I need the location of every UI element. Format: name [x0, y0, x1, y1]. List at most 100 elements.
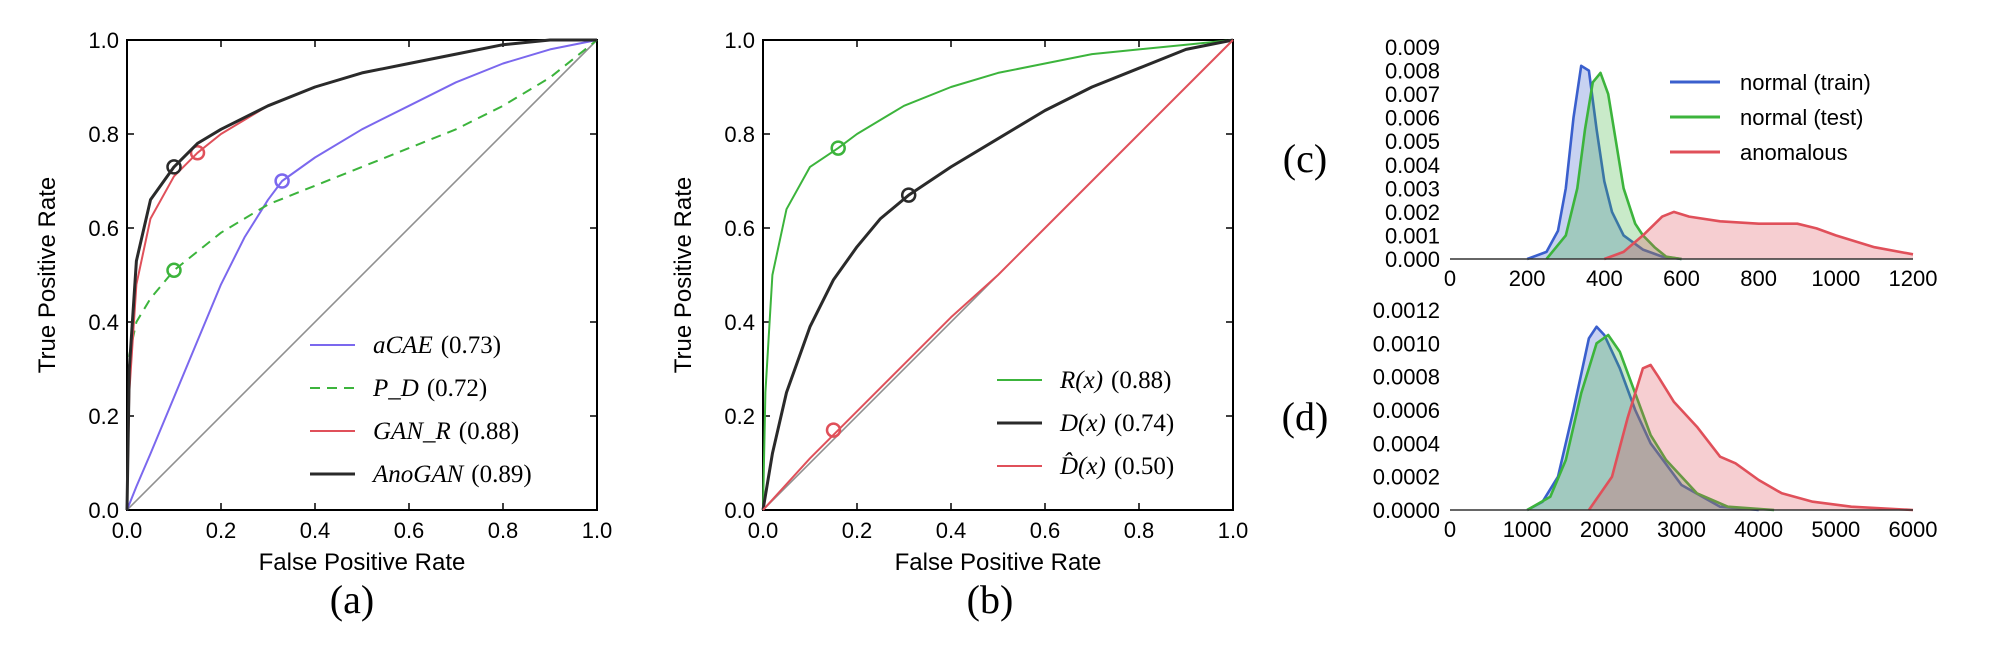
x-tick-label: 0.2 [842, 518, 873, 543]
panel-label: (b) [967, 577, 1014, 622]
y-tick-label: 0.8 [724, 122, 755, 147]
panel-a-roc-chart: 0.0 0.2 0.4 0.6 0.8 1.0 0.0 0.2 0.4 0.6 0.8 1.0 Fals… [34, 28, 612, 622]
density-line-2 [1603, 210, 1914, 261]
series-line-0 [762, 39, 1234, 511]
y-tick-label: 0.0012 [1373, 298, 1440, 323]
density-area-1 [1527, 335, 1775, 510]
x-axis-label: False Positive Rate [895, 549, 1102, 576]
y-tick-label: 0.6 [724, 216, 755, 241]
legend-score: (0.50) [1114, 453, 1174, 480]
x-tick-label: 800 [1740, 266, 1777, 291]
legend-score: (0.88) [459, 418, 519, 445]
y-axis-label: True Positive Rate [670, 177, 697, 374]
series-line-1 [126, 39, 598, 511]
density-line-1 [1545, 71, 1682, 261]
series-line-1 [761, 38, 1234, 511]
x-tick-label: 200 [1509, 266, 1546, 291]
x-tick-label: 0.0 [112, 518, 143, 543]
density-area-1 [1546, 72, 1682, 260]
legend-entry: D(x) (0.74) [1059, 410, 1174, 437]
x-tick-label: 0.4 [936, 518, 967, 543]
y-axis-label: True Positive Rate [34, 177, 61, 374]
legend-score: (0.88) [1111, 367, 1171, 394]
legend-entry: anomalous [1740, 140, 1848, 165]
y-tick-label: 0.007 [1385, 82, 1440, 107]
x-tick-label: 0.8 [1124, 518, 1155, 543]
density-area-0 [1527, 326, 1759, 510]
operating-point-marker [189, 145, 206, 161]
operating-point-marker [830, 140, 846, 156]
x-tick-label: 4000 [1734, 517, 1783, 542]
y-tick-label: 0.0008 [1373, 365, 1440, 390]
x-tick-label: 0.2 [206, 518, 237, 543]
y-tick-label: 0.0000 [1373, 498, 1440, 523]
panel-d-distribution-chart: 0 1000 2000 3000 4000 5000 6000 0.0000 0.0002 0.0… [1282, 298, 1938, 542]
y-tick-label: 0.0002 [1373, 465, 1440, 490]
density-area-2 [1588, 365, 1913, 510]
y-tick-label: 0.001 [1385, 223, 1440, 248]
y-tick-label: 0.006 [1385, 106, 1440, 131]
series-line-0 [126, 39, 598, 511]
y-tick-label: 1.0 [724, 28, 755, 53]
x-tick-label: 0.6 [394, 518, 425, 543]
plot-frame [126, 39, 598, 511]
panel-label: (c) [1283, 136, 1327, 181]
y-tick-label: 0.008 [1385, 59, 1440, 84]
legend-entry: normal (test) [1740, 105, 1863, 130]
legend-name: GAN_R [373, 418, 451, 445]
x-tick-label: 0 [1444, 266, 1456, 291]
legend-score: (0.73) [441, 332, 501, 359]
panel-label: (d) [1282, 394, 1329, 439]
x-tick-label: 400 [1586, 266, 1623, 291]
x-tick-label: 5000 [1811, 517, 1860, 542]
x-axis-label: False Positive Rate [259, 549, 466, 576]
operating-point-marker [166, 159, 182, 175]
density-line-2 [1587, 363, 1914, 512]
legend-name: P_D [372, 375, 419, 402]
y-tick-label: 0.8 [88, 122, 119, 147]
x-tick-label: 0.6 [1030, 518, 1061, 543]
legend-entry: R(x) (0.88) [1059, 367, 1171, 394]
density-line-1 [1526, 333, 1775, 512]
legend-name: D̂(x) [1059, 452, 1106, 480]
chance-diagonal-line [126, 39, 598, 511]
x-tick-label: 3000 [1657, 517, 1706, 542]
legend-entry: GAN_R (0.88) [373, 418, 519, 445]
x-tick-label: 1200 [1889, 266, 1938, 291]
x-tick-label: 0.4 [300, 518, 331, 543]
y-tick-label: 0.0004 [1373, 431, 1440, 456]
plot-frame [762, 39, 1234, 511]
operating-point-marker [166, 262, 182, 279]
y-tick-label: 0.2 [724, 404, 755, 429]
y-tick-label: 0.005 [1385, 129, 1440, 154]
series-line-3 [125, 38, 597, 511]
y-tick-label: 0.000 [1385, 247, 1440, 272]
y-tick-label: 0.2 [88, 404, 119, 429]
x-tick-label: 1000 [1503, 517, 1552, 542]
y-tick-label: 0.009 [1385, 35, 1440, 60]
legend-score: (0.72) [427, 375, 487, 402]
y-tick-label: 0.0010 [1373, 331, 1440, 356]
legend-score: (0.89) [471, 461, 531, 488]
x-tick-label: 1.0 [582, 518, 613, 543]
density-line-0 [1526, 64, 1682, 261]
legend-entry: normal (train) [1740, 70, 1871, 95]
legend-entry: P_D (0.72) [372, 375, 487, 402]
panel-b-roc-chart: 0.0 0.2 0.4 0.6 0.8 1.0 0.0 0.2 0.4 0.6 0.8 1.0 Fals… [670, 28, 1248, 622]
operating-point-marker [274, 173, 290, 189]
density-area-2 [1604, 211, 1913, 259]
x-tick-label: 1.0 [1218, 518, 1249, 543]
x-tick-label: 1000 [1811, 266, 1860, 291]
panel-c-distribution-chart: 0 200 400 600 800 1000 12000.0000.0010.0020.00… [1283, 35, 1938, 291]
y-tick-label: 0.004 [1385, 153, 1440, 178]
x-tick-label: 600 [1663, 266, 1700, 291]
y-tick-label: 0.4 [724, 310, 755, 335]
operating-point-marker [900, 187, 917, 203]
density-area-0 [1527, 65, 1682, 259]
legend-name: D(x) [1059, 410, 1106, 437]
x-tick-label: 0 [1444, 517, 1456, 542]
legend-score: (0.74) [1114, 410, 1174, 437]
y-tick-label: 0.0 [724, 498, 755, 523]
y-tick-label: 0.6 [88, 216, 119, 241]
